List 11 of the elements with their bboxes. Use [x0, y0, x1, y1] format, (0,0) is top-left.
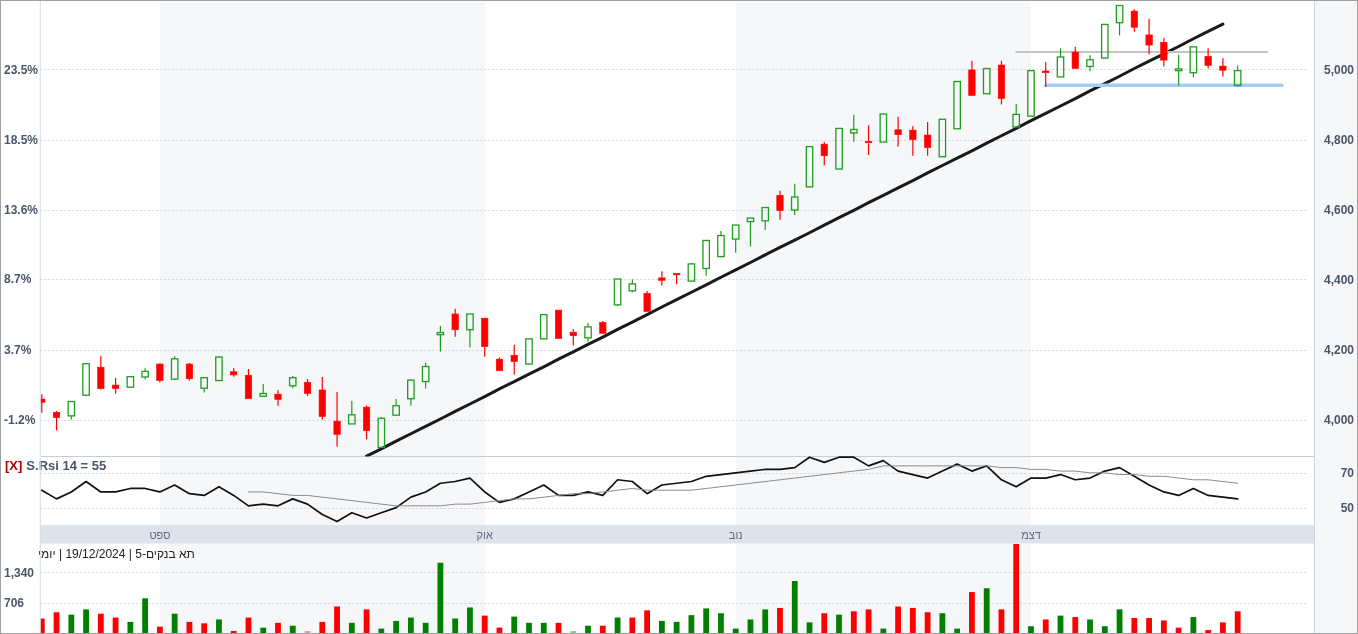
y-tick-label: 70 [1340, 466, 1354, 481]
x-tick-label: ספט [149, 528, 171, 541]
x-tick-label: דצמ [1021, 528, 1041, 541]
title: S.Rsi 14 = 55 [26, 458, 107, 474]
annotation: [X] [5, 458, 23, 474]
y-tick-label: 50 [1340, 500, 1354, 515]
y-tick-label: 1,340 [4, 565, 35, 580]
y-tick-label: 706 [4, 596, 25, 611]
annotation: תא בנקים-5 | 19/12/2024 | יומי [38, 546, 195, 561]
x-tick-label: אוק [476, 528, 493, 541]
x-tick-label: נוב [728, 528, 743, 541]
